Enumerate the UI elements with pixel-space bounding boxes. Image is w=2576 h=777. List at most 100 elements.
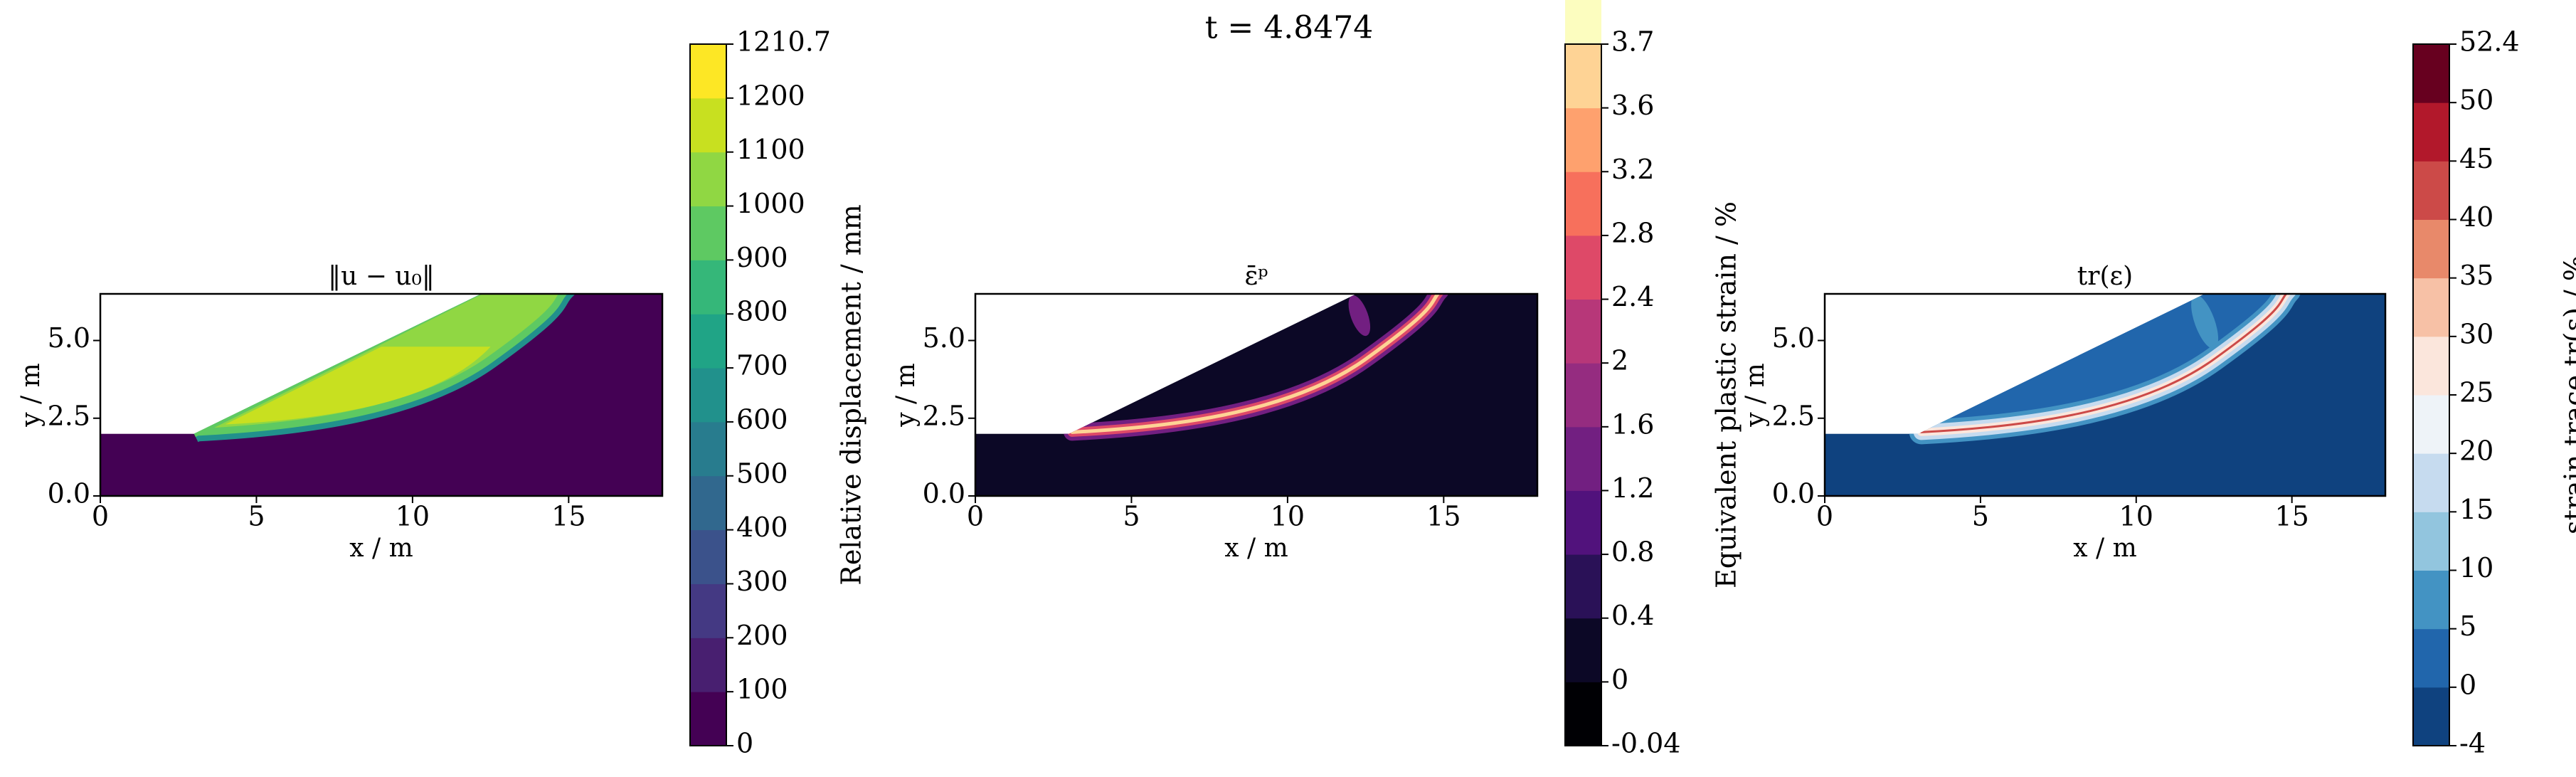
y-tick-label: 5.0 — [923, 322, 965, 354]
axes-title: ‖u − u₀‖ — [328, 262, 435, 291]
colorbar-tick-label: 10 — [2459, 552, 2493, 583]
field-band — [1920, 294, 2290, 433]
colorbar-tick-label: 52.4 — [2459, 26, 2520, 58]
colorbar-tick-label: 2 — [1611, 345, 1628, 376]
x-tick-label: 5 — [1123, 501, 1140, 532]
y-tick-label: 2.5 — [1772, 400, 1815, 431]
x-axis-label: x / m — [2073, 534, 2136, 563]
y-tick-label: 0.0 — [923, 478, 965, 509]
colorbar-label: strain trace tr(ε) / % — [2559, 255, 2576, 534]
colorbar-tick-label: 3.7 — [1611, 26, 1654, 58]
colorbar-tick-label: 0.4 — [1611, 600, 1654, 631]
colorbar-band — [1565, 0, 1601, 45]
colorbar-band — [1565, 618, 1601, 682]
x-axis-label: x / m — [349, 534, 413, 563]
colorbar-tick-label: 300 — [736, 566, 788, 597]
colorbar-tick-label: 100 — [736, 674, 788, 705]
field — [1825, 294, 2385, 496]
colorbar-tick-label: 1.6 — [1611, 408, 1654, 440]
x-tick-label: 10 — [2119, 501, 2153, 532]
colorbar-band — [690, 529, 726, 584]
colorbar-band — [690, 638, 726, 692]
colorbar-tick-label: 0 — [1611, 664, 1628, 695]
x-tick-label: 0 — [92, 501, 109, 532]
colorbar-band — [1565, 490, 1601, 555]
colorbar-band — [1565, 107, 1601, 172]
colorbar-tick-label: 35 — [2459, 260, 2493, 291]
colorbar-band — [1565, 363, 1601, 428]
field-region — [2191, 295, 2219, 349]
colorbar-band — [2413, 687, 2449, 746]
colorbar-band — [2413, 44, 2449, 103]
colorbar-band — [2413, 278, 2449, 337]
y-axis-label: y / m — [1741, 363, 1770, 428]
colorbar-band — [690, 314, 726, 369]
colorbar-tick-label: 30 — [2459, 318, 2493, 349]
colorbar-tick-label: -0.04 — [1611, 728, 1680, 759]
x-tick-label: 0 — [967, 501, 984, 532]
colorbar-label: Relative displacement / mm — [836, 204, 867, 586]
colorbar-tick-label: 1210.7 — [736, 26, 831, 58]
colorbar-band — [690, 368, 726, 423]
colorbar-band — [2413, 512, 2449, 571]
colorbar-tick-label: 40 — [2459, 201, 2493, 233]
x-tick-label: 15 — [551, 501, 585, 532]
colorbar-band — [1565, 554, 1601, 619]
colorbar-tick-label: 1200 — [736, 80, 805, 111]
colorbar-tick-label: 2.8 — [1611, 217, 1654, 248]
colorbar-band — [1565, 426, 1601, 491]
y-tick-label: 5.0 — [1772, 322, 1815, 354]
colorbar-tick-label: 500 — [736, 458, 788, 489]
colorbar-band — [1565, 682, 1601, 746]
axes-frame — [1823, 292, 2387, 497]
y-tick-label: 0.0 — [48, 478, 90, 509]
colorbar-band — [2413, 395, 2449, 454]
colorbar-band — [2413, 336, 2449, 396]
colorbar-band — [2413, 453, 2449, 512]
colorbar-band — [2413, 219, 2449, 279]
colorbar-band — [690, 583, 726, 638]
colorbar-band — [690, 421, 726, 477]
colorbar-band — [690, 44, 726, 99]
colorbar-tick-label: 200 — [736, 620, 788, 651]
colorbar-tick-label: 20 — [2459, 435, 2493, 467]
x-tick-label: 15 — [1426, 501, 1461, 532]
colorbar-tick-label: 3.2 — [1611, 154, 1654, 185]
x-tick-label: 5 — [248, 501, 265, 532]
colorbar-band — [1565, 299, 1601, 364]
colorbar-tick-label: 1100 — [736, 134, 805, 165]
colorbar-band — [690, 97, 726, 153]
y-axis-label: y / m — [16, 363, 46, 428]
x-axis-label: x / m — [1224, 534, 1288, 563]
y-tick-label: 5.0 — [48, 322, 90, 354]
y-tick-label: 0.0 — [1772, 478, 1815, 509]
colorbar-tick-label: 5 — [2459, 610, 2476, 642]
y-tick-label: 2.5 — [923, 400, 965, 431]
x-tick-label: 10 — [396, 501, 430, 532]
colorbar-band — [2413, 570, 2449, 630]
colorbar-tick-label: 15 — [2459, 494, 2493, 525]
colorbar-band — [2413, 628, 2449, 688]
colorbar-tick-label: 25 — [2459, 377, 2493, 408]
colorbar-frame — [1564, 43, 1602, 746]
colorbar-tick-label: 1000 — [736, 188, 805, 219]
field — [100, 294, 662, 496]
colorbar-band — [690, 206, 726, 260]
colorbar-frame — [689, 43, 727, 746]
colorbar-tick-label: 900 — [736, 242, 788, 273]
x-tick-label: 10 — [1271, 501, 1305, 532]
x-tick-label: 5 — [1972, 501, 1989, 532]
axes-title: ε̄ᵖ — [1244, 262, 1268, 291]
axes-title: tr(ε) — [2077, 262, 2133, 291]
colorbar-band — [690, 152, 726, 207]
field — [975, 294, 1537, 496]
field-region — [225, 347, 491, 425]
colorbar-tick-label: 50 — [2459, 85, 2493, 116]
x-tick-label: 0 — [1816, 501, 1833, 532]
colorbar-band — [690, 475, 726, 531]
colorbar-tick-label: 400 — [736, 512, 788, 543]
colorbar-band — [690, 692, 726, 746]
field-region — [975, 294, 1537, 496]
y-axis-label: y / m — [891, 363, 921, 428]
